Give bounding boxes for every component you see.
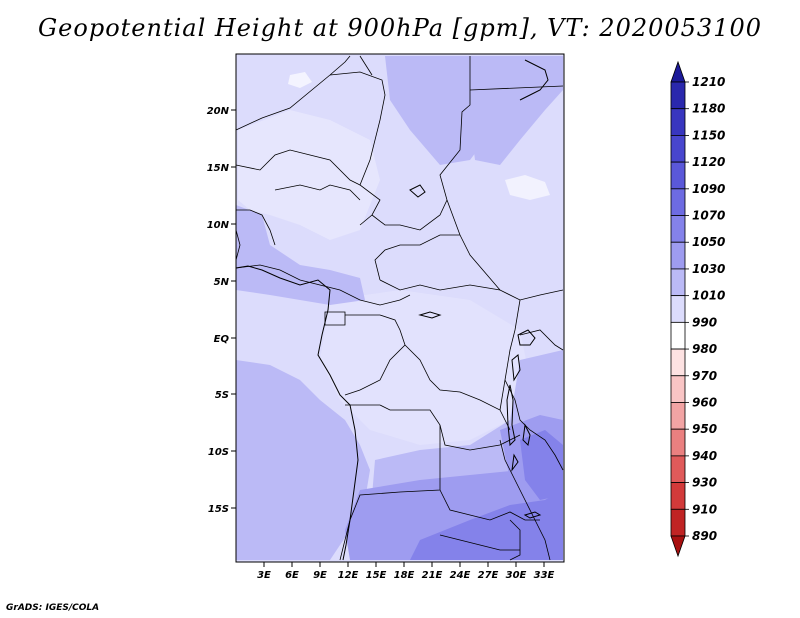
lat-axis bbox=[231, 109, 236, 509]
colorbar-segment bbox=[670, 482, 686, 510]
colorbar-segment bbox=[670, 135, 686, 163]
deepest-region-se2 bbox=[520, 430, 563, 500]
deepest-region-se bbox=[410, 490, 563, 560]
colorbar-segment bbox=[670, 108, 686, 136]
lat-label: 5S bbox=[215, 390, 229, 401]
lat-label: EQ bbox=[214, 334, 230, 345]
colorbar-label: 1050 bbox=[692, 235, 725, 249]
colorbar-label: 980 bbox=[692, 342, 717, 356]
colorbar-label: 1210 bbox=[692, 75, 725, 89]
map-title: Geopotential Height at 900hPa [gpm], VT:… bbox=[38, 14, 762, 42]
colorbar-top-arrow bbox=[670, 60, 686, 83]
colorbar-label: 1120 bbox=[692, 155, 725, 169]
lat-label: 10S bbox=[208, 447, 229, 458]
colorbar-segment bbox=[670, 428, 686, 457]
map-frame bbox=[235, 53, 565, 563]
colorbar-segment bbox=[670, 295, 686, 323]
colorbar-segment bbox=[670, 188, 686, 216]
lon-label: 24E bbox=[450, 570, 471, 581]
light-region-north bbox=[238, 110, 380, 240]
lon-axis bbox=[263, 562, 545, 567]
lat-label: 20N bbox=[207, 106, 230, 117]
lon-label: 27E bbox=[478, 570, 499, 581]
lon-label: 6E bbox=[285, 570, 299, 581]
lon-label: 9E bbox=[313, 570, 327, 581]
colorbar-segment bbox=[670, 402, 686, 430]
lat-label: 15N bbox=[207, 163, 230, 174]
country-borders bbox=[235, 55, 564, 561]
colorbar-label: 1030 bbox=[692, 262, 725, 276]
colorbar-segment bbox=[670, 455, 686, 483]
colorbar-segment bbox=[670, 161, 686, 190]
colorbar-label: 890 bbox=[692, 529, 717, 543]
lon-label: 21E bbox=[422, 570, 443, 581]
colorbar-label: 990 bbox=[692, 315, 717, 329]
lon-label: 18E bbox=[394, 570, 415, 581]
colorbar-label: 970 bbox=[692, 369, 717, 383]
lat-label: 15S bbox=[208, 504, 229, 515]
colorbar-segment bbox=[670, 241, 686, 270]
lat-labels: 20N 15N 10N 5N EQ 5S 10S 15S bbox=[207, 106, 230, 515]
colorbar-segment bbox=[670, 508, 686, 537]
light-region-central bbox=[320, 290, 530, 445]
lon-label: 30E bbox=[506, 570, 527, 581]
colorbar-label: 1010 bbox=[692, 289, 725, 303]
colorbar: 1210 1180 1150 1120 1090 1070 1050 1030 1010 990 9… bbox=[670, 60, 725, 558]
colorbar-label: 1150 bbox=[692, 128, 725, 142]
mid-region-ne2 bbox=[470, 56, 563, 165]
lat-label: 10N bbox=[207, 220, 230, 231]
colorbar-label: 950 bbox=[692, 422, 717, 436]
colorbar-segment bbox=[670, 348, 686, 377]
colorbar-label: 960 bbox=[692, 395, 717, 409]
colorbar-label: 930 bbox=[692, 476, 717, 490]
lon-labels: 3E 6E 9E 12E 15E 18E 21E 24E 27E 30E 33E bbox=[257, 570, 554, 581]
colorbar-label: 1090 bbox=[692, 182, 725, 196]
colorbar-segment bbox=[670, 81, 686, 110]
colorbar-label: 910 bbox=[692, 502, 717, 516]
mid-region-west bbox=[236, 205, 365, 305]
lat-label: 5N bbox=[214, 277, 230, 288]
colorbar-bottom-arrow bbox=[670, 535, 686, 558]
mid-region-southwest bbox=[236, 360, 370, 560]
white-patch-2 bbox=[505, 175, 550, 200]
colorbar-segment bbox=[670, 375, 686, 403]
grads-credit: GrADS: IGES/COLA bbox=[6, 603, 100, 613]
colorbar-segment bbox=[670, 215, 686, 243]
colorbar-label: 1180 bbox=[692, 102, 725, 116]
colorbar-label: 1070 bbox=[692, 209, 725, 223]
lon-label: 12E bbox=[338, 570, 359, 581]
lon-label: 33E bbox=[534, 570, 555, 581]
lon-label: 3E bbox=[257, 570, 271, 581]
colorbar-segment bbox=[670, 321, 686, 350]
coastline bbox=[235, 59, 549, 561]
lon-label: 15E bbox=[366, 570, 387, 581]
white-patch-1 bbox=[288, 72, 312, 88]
colorbar-label: 940 bbox=[692, 449, 717, 463]
lakes bbox=[418, 311, 542, 519]
colorbar-segment bbox=[670, 268, 686, 297]
